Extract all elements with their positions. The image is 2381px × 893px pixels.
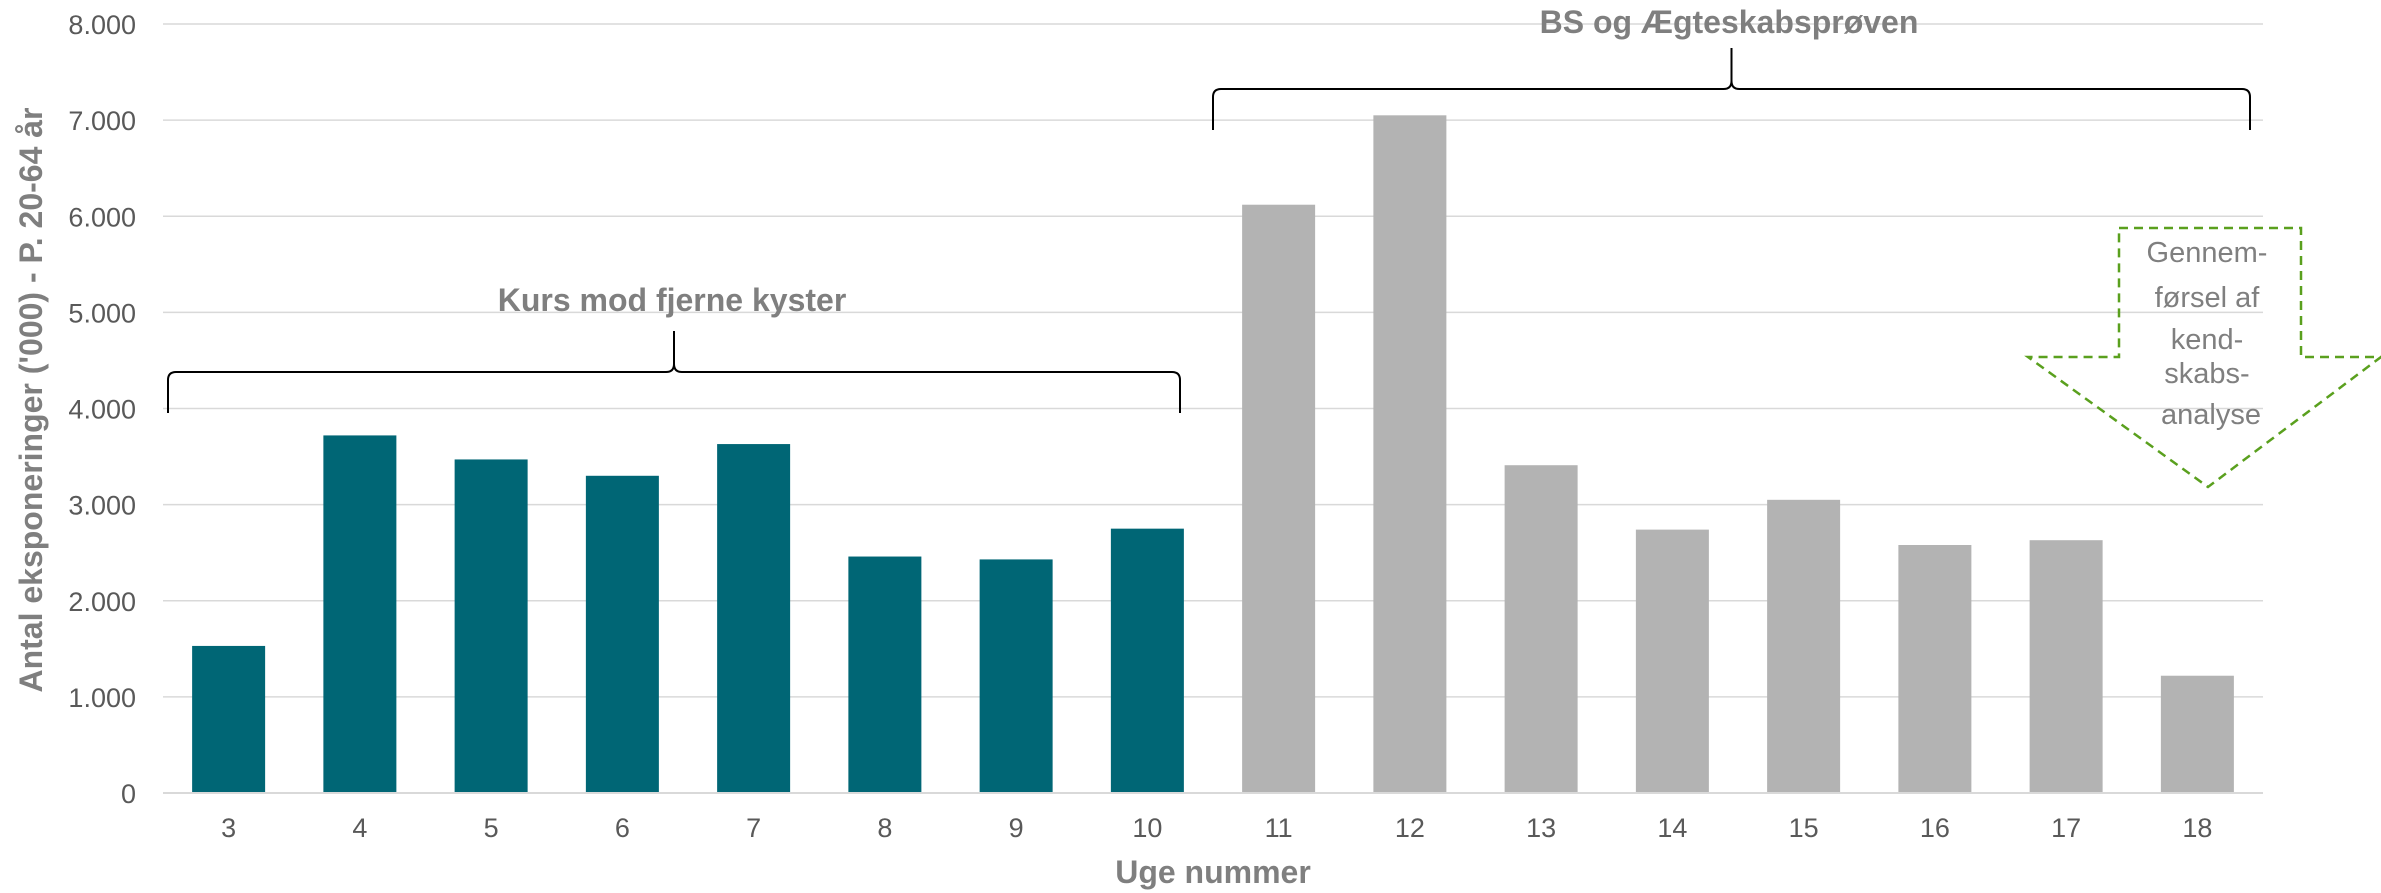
bar-week-17: [2030, 540, 2103, 793]
y-tick-label: 1.000: [68, 683, 136, 713]
y-tick-label: 7.000: [68, 106, 136, 136]
x-tick-label: 7: [746, 813, 761, 843]
bar-week-18: [2161, 676, 2234, 793]
arrow-label-line: kend-: [2171, 324, 2244, 356]
bar-week-16: [1898, 545, 1971, 793]
bar-week-13: [1505, 465, 1578, 793]
x-tick-label: 10: [1132, 813, 1162, 843]
x-tick-label: 6: [615, 813, 630, 843]
y-tick-label: 5.000: [68, 298, 136, 328]
arrow-label-line: Gennem-: [2147, 237, 2268, 269]
bar-week-15: [1767, 500, 1840, 793]
y-tick-label: 3.000: [68, 491, 136, 521]
bar-week-14: [1636, 530, 1709, 793]
x-axis-title: Uge nummer: [1115, 854, 1311, 890]
bar-week-7: [717, 444, 790, 793]
bar-week-5: [455, 459, 528, 793]
x-tick-label: 16: [1920, 813, 1950, 843]
x-axis-tick-labels: 3 4 5 6 7 8 9 10 11 12 13 14 15 16 17 18: [221, 813, 2212, 843]
x-tick-label: 9: [1009, 813, 1024, 843]
x-tick-label: 8: [877, 813, 892, 843]
x-tick-label: 12: [1395, 813, 1425, 843]
y-tick-label: 6.000: [68, 202, 136, 232]
annotation-bs-og-aegteskabsproeven: BS og Ægteskabsprøven: [1540, 4, 1919, 40]
x-tick-label: 3: [221, 813, 236, 843]
x-tick-label: 14: [1657, 813, 1687, 843]
arrow-label-line: skabs-: [2164, 358, 2249, 390]
x-tick-label: 4: [352, 813, 367, 843]
x-tick-label: 17: [2051, 813, 2081, 843]
arrow-label-line: analyse: [2161, 399, 2261, 431]
x-tick-label: 15: [1789, 813, 1819, 843]
bar-week-6: [586, 476, 659, 793]
bar-week-10: [1111, 529, 1184, 793]
bar-week-11: [1242, 205, 1315, 793]
x-tick-label: 5: [484, 813, 499, 843]
bar-week-12: [1373, 115, 1446, 793]
y-tick-label: 8.000: [68, 10, 136, 40]
y-tick-label: 4.000: [68, 395, 136, 425]
brace-kurs-mod-fjerne-kyster: [168, 331, 1180, 413]
x-tick-label: 11: [1265, 813, 1293, 843]
bar-week-4: [323, 435, 396, 793]
arrow-callout-label: Gennem- førsel af kend- skabs- analyse: [2147, 237, 2276, 431]
y-tick-label: 2.000: [68, 587, 136, 617]
y-tick-label: 0: [121, 779, 136, 809]
arrow-label-line: førsel af: [2155, 282, 2261, 314]
bar-week-9: [980, 559, 1053, 793]
x-tick-label: 13: [1526, 813, 1556, 843]
bar-week-8: [848, 557, 921, 793]
y-axis-tick-labels: 0 1.000 2.000 3.000 4.000 5.000 6.000 7.000 8.00…: [68, 10, 136, 809]
bar-week-3: [192, 646, 265, 793]
y-axis-title: Antal eksponeringer ('000) - P. 20-64 år: [13, 107, 49, 692]
brace-bs-og-aegteskabsproeven: [1213, 48, 2250, 130]
x-tick-label: 18: [2182, 813, 2212, 843]
annotation-kurs-mod-fjerne-kyster: Kurs mod fjerne kyster: [498, 282, 847, 318]
